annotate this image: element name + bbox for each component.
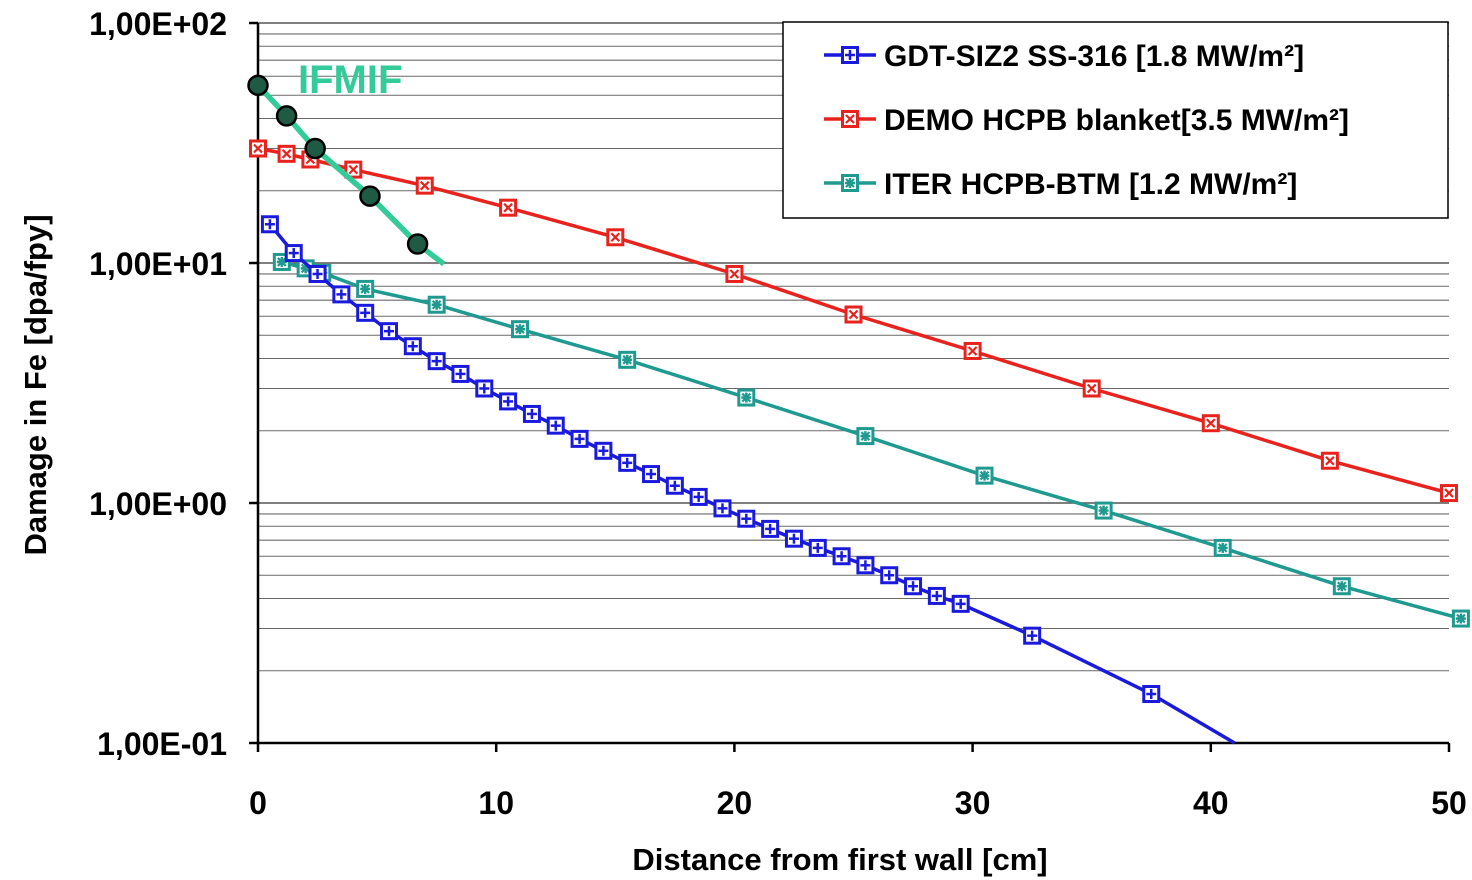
x-tick-label: 0 [249, 785, 267, 821]
series-point [356, 279, 375, 298]
series-point [927, 586, 946, 605]
series-point [832, 547, 851, 566]
y-tick-label: 1,00E+01 [89, 246, 227, 282]
series-point [415, 176, 434, 195]
series-point [499, 392, 518, 411]
legend-label: ITER HCPB-BTM [1.2 MW/m²] [884, 168, 1297, 201]
series-point [618, 453, 637, 472]
series-point [332, 285, 351, 304]
series-point [725, 264, 744, 283]
y-axis-title: Damage in Fe [dpa/fpy] [18, 214, 53, 555]
series-point [844, 305, 863, 324]
series-point [737, 509, 756, 528]
series-point [403, 337, 422, 356]
series-point [808, 538, 827, 557]
series-point [380, 322, 399, 341]
series-point [304, 137, 326, 160]
x-tick-label: 50 [1431, 785, 1467, 821]
series-point [511, 320, 530, 339]
series-point [1320, 451, 1339, 470]
series-point [784, 529, 803, 548]
series-point [642, 465, 661, 484]
series-point [359, 185, 381, 207]
series-line [268, 223, 1236, 745]
series-point [594, 441, 613, 460]
series-point [284, 244, 303, 263]
series-point [277, 144, 296, 163]
series-point [499, 198, 518, 217]
series-point [1451, 609, 1470, 628]
series-point [1082, 379, 1101, 398]
series-point [249, 139, 267, 158]
series-point [1094, 501, 1113, 520]
y-tick-label: 1,00E+02 [89, 6, 227, 42]
series-point [761, 519, 780, 538]
series-point [260, 215, 279, 234]
series-point [522, 404, 541, 423]
legend-swatch-marker [841, 46, 859, 64]
x-axis-title: Distance from first wall [cm] [632, 842, 1047, 877]
y-tick-label: 1,00E+00 [89, 486, 227, 522]
x-tick-label: 20 [717, 785, 753, 821]
series-layer [247, 74, 1470, 745]
series-point [951, 594, 970, 613]
series-point [1023, 626, 1042, 645]
legend-label: DEMO HCPB blanket[3.5 MW/m²] [884, 104, 1349, 137]
legend-swatch-marker [841, 174, 859, 192]
series-point [1332, 577, 1351, 596]
series-point [880, 566, 899, 585]
series-point [689, 487, 708, 506]
legend-label: GDT-SIZ2 SS-316 [1.8 MW/m²] [884, 40, 1304, 73]
x-tick-label: 40 [1193, 785, 1229, 821]
series-point [856, 556, 875, 575]
series-point [356, 303, 375, 322]
series-point [856, 427, 875, 446]
series-point [618, 350, 637, 369]
series-point [451, 364, 470, 383]
series-point [427, 295, 446, 314]
series-point [975, 466, 994, 485]
series-point [570, 429, 589, 448]
axes: 0 10 20 30 40 50 1,00E-01 1,00E+00 1,00E+01 1,00E… [89, 6, 1467, 821]
series-point [308, 264, 327, 283]
legend-swatch-marker [841, 110, 859, 128]
series-point [606, 228, 625, 247]
annotation-ifmif: IFMIF [298, 58, 402, 102]
series-point [275, 105, 298, 127]
series-point [713, 499, 732, 518]
series-point [904, 577, 923, 596]
legend-box [782, 21, 1449, 219]
series-point [427, 352, 446, 371]
x-tick-label: 30 [955, 785, 991, 821]
series-point [247, 74, 269, 97]
x-tick-label: 10 [478, 785, 514, 821]
y-tick-label: 1,00E-01 [97, 726, 227, 762]
series-point [737, 388, 756, 407]
series-point [406, 233, 429, 255]
series-point [475, 379, 494, 398]
series-point [1440, 484, 1458, 503]
series-point [963, 341, 982, 360]
series-point [1213, 538, 1232, 557]
series-point [665, 476, 684, 495]
series-point [1201, 414, 1220, 433]
series-point [1142, 685, 1161, 704]
series-point [344, 160, 363, 179]
series-point [546, 416, 565, 435]
legend: GDT-SIZ2 SS-316 [1.8 MW/m²] DEMO HCPB bla… [782, 21, 1449, 219]
